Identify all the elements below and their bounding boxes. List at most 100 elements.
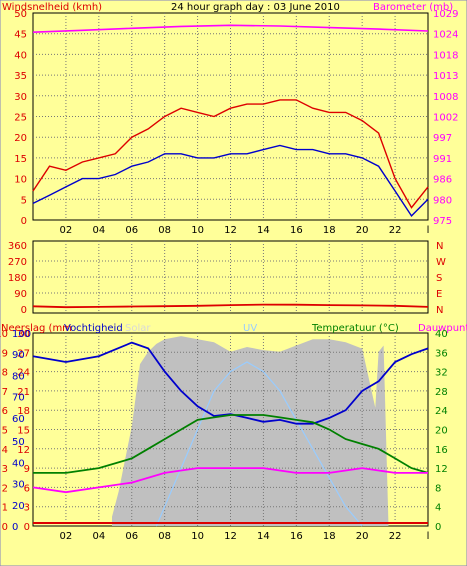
x-tick-label: l	[427, 531, 430, 542]
dewpoint-line	[32, 467, 428, 494]
wind-axis-title: Windsnelheid (kmh)	[2, 2, 102, 13]
humidity-line	[32, 341, 429, 425]
x-tick-label: 18	[323, 225, 336, 236]
rain-axis-title: Neerslag (mm	[1, 323, 72, 334]
barometer-tick-label: 1008	[433, 92, 458, 103]
solar-axis-title: Solar	[125, 323, 151, 334]
x-tick-label: 06	[125, 531, 138, 542]
compass-label: S	[436, 273, 442, 284]
x-tick-label: 14	[257, 225, 270, 236]
wind-tick-label: 20	[14, 133, 27, 144]
humidity-tick-label: 30	[12, 480, 25, 491]
wind-tick-label: 10	[14, 175, 27, 186]
direction-tick-label: 0	[21, 305, 27, 316]
barometer-axis-title: Barometer (mb)	[373, 2, 453, 13]
barometer-tick-label: 991	[433, 154, 452, 165]
x-tick-label: 22	[389, 531, 402, 542]
rain-tick-label: 4	[2, 445, 8, 456]
compass-label: N	[436, 241, 443, 252]
barometer-tick-label: 997	[433, 133, 452, 144]
wind-tick-label: 50	[14, 9, 27, 20]
barometer-tick-label: 1018	[433, 50, 458, 61]
humidity-tick-label: 80	[12, 371, 25, 382]
temperature-tick-label: 16	[435, 445, 448, 456]
direction-tick-label: 90	[14, 289, 27, 300]
wind-line	[32, 144, 429, 218]
uv-axis-title: UV	[243, 323, 257, 334]
compass-label: W	[436, 257, 446, 268]
x-tick-label: 16	[290, 225, 303, 236]
barometer-tick-label: 1013	[433, 71, 458, 82]
wind-tick-label: 45	[14, 30, 27, 41]
barometer-tick-label: 1024	[433, 30, 458, 41]
x-tick-label: 22	[389, 225, 402, 236]
x-tick-label: 12	[224, 531, 237, 542]
temperature-tick-label: 40	[435, 329, 448, 340]
wind-tick-label: 25	[14, 113, 27, 124]
rain-secondary-tick-label: 9	[24, 464, 30, 475]
x-tick-label: 12	[224, 225, 237, 236]
temperature-tick-label: 32	[435, 368, 448, 379]
rain-tick-label: 6	[2, 406, 8, 417]
rain-tick-label: 1	[2, 503, 8, 514]
wind-barometer-frame	[32, 12, 429, 221]
humidity-tick-label: 70	[12, 393, 25, 404]
wind-direction-line	[32, 303, 429, 309]
temperature-tick-label: 20	[435, 426, 448, 437]
x-tick-label: 10	[191, 225, 204, 236]
x-tick-label: 08	[158, 225, 171, 236]
direction-tick-label: 270	[8, 257, 27, 268]
rain-secondary-tick-label: 27	[17, 348, 30, 359]
temperature-tick-label: 24	[435, 406, 448, 417]
x-tick-label: 14	[257, 531, 270, 542]
wind-tick-label: 40	[14, 50, 27, 61]
humidity-tick-label: 40	[12, 458, 25, 469]
humidity-tick-label: 100	[12, 329, 31, 340]
rain-secondary-tick-label: 6	[24, 483, 30, 494]
rain-tick-label: 5	[2, 426, 8, 437]
temperature-tick-label: 4	[435, 503, 441, 514]
wind-tick-label: 15	[14, 154, 27, 165]
x-tick-label: 08	[158, 531, 171, 542]
barometer-tick-label: 980	[433, 195, 452, 206]
x-tick-label: 16	[290, 531, 303, 542]
direction-tick-label: 360	[8, 241, 27, 252]
x-tick-label: 10	[191, 531, 204, 542]
rain-tick-label: 0	[2, 522, 8, 533]
solar-area	[112, 336, 389, 526]
humidity-tick-label: 20	[12, 501, 25, 512]
rain-tick-label: 9	[2, 348, 8, 359]
wind-tick-label: 5	[21, 195, 27, 206]
temperature-tick-label: 12	[435, 464, 448, 475]
x-tick-label: 18	[323, 531, 336, 542]
compass-label: E	[436, 289, 442, 300]
humidity-axis-title: Vochtigheid	[64, 323, 123, 334]
wind-tick-label: 35	[14, 71, 27, 82]
gust-line	[32, 99, 429, 209]
x-tick-label: 04	[92, 531, 105, 542]
x-tick-label: 20	[356, 531, 369, 542]
rain-secondary-tick-label: 30	[17, 329, 30, 340]
rain-secondary-tick-label: 18	[17, 406, 30, 417]
rain-tick-label: 3	[2, 464, 8, 475]
x-tick-label: 06	[125, 225, 138, 236]
x-tick-label: 20	[356, 225, 369, 236]
x-tick-label: l	[427, 225, 430, 236]
rain-secondary-tick-label: 21	[17, 387, 30, 398]
x-tick-label: 02	[60, 531, 73, 542]
humidity-tick-label: 50	[12, 437, 25, 448]
wind-tick-label: 30	[14, 92, 27, 103]
rain-secondary-tick-label: 12	[17, 445, 30, 456]
barometer-line	[32, 24, 429, 33]
rain-tick-label: 10	[0, 329, 8, 340]
humidity-tick-label: 60	[12, 414, 25, 425]
barometer-tick-label: 1002	[433, 113, 458, 124]
dewpoint-axis-title: Dauwpunt	[418, 323, 467, 334]
temperature-tick-label: 36	[435, 348, 448, 359]
rain-secondary-tick-label: 3	[24, 503, 30, 514]
rain-secondary-tick-label: 15	[17, 426, 30, 437]
rain-secondary-tick-label: 24	[17, 368, 30, 379]
direction-tick-label: 180	[8, 273, 27, 284]
rain-tick-label: 2	[2, 483, 8, 494]
